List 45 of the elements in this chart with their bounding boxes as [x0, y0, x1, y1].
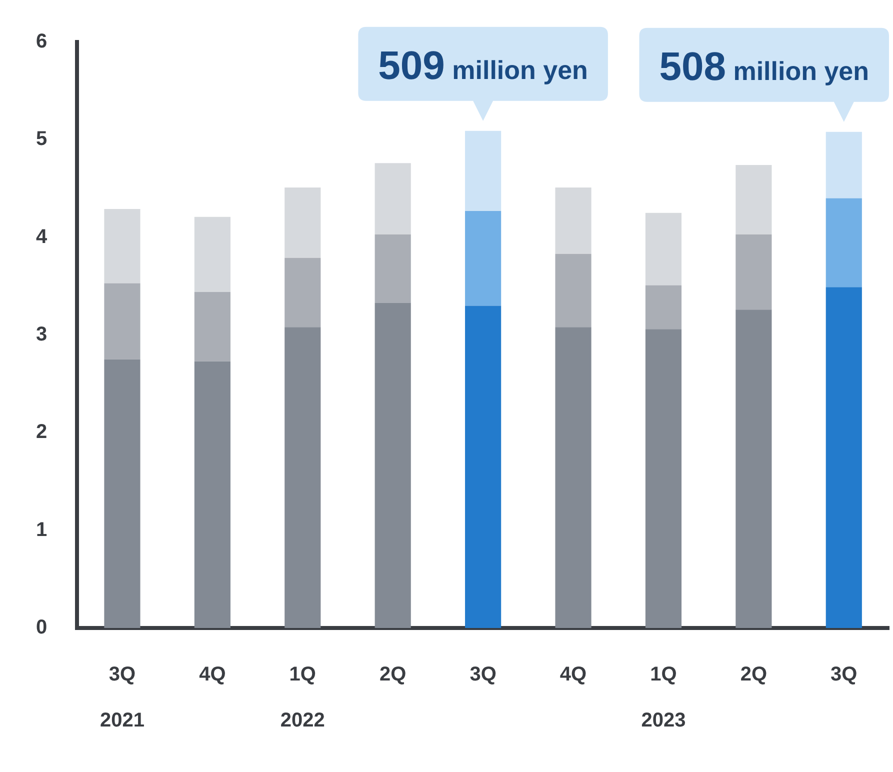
y-tick-label: 6: [36, 30, 48, 53]
bar: [104, 359, 140, 628]
bar: [374, 234, 411, 303]
category-label: 1Q 2022: [280, 664, 325, 732]
bar: [374, 302, 411, 628]
bar: [826, 132, 862, 198]
bar: [555, 327, 592, 628]
bar: [194, 361, 230, 628]
y-tick-label: 3: [36, 324, 48, 346]
y-tick-label: 5: [36, 128, 48, 150]
bar: [104, 209, 140, 284]
y-tick-label: 1: [36, 518, 48, 541]
y-tick-label: 4: [36, 226, 48, 248]
bar: [284, 327, 321, 628]
x-tick-label: 3Q: [470, 664, 496, 686]
category-label: 1Q 2023: [641, 664, 686, 732]
annotation: 508 million yen: [659, 44, 870, 89]
x-tick-label: 3Q: [830, 664, 858, 686]
y-tick-label: 2: [36, 421, 48, 444]
bar: [826, 198, 862, 288]
bar: [826, 287, 862, 628]
bar: [736, 165, 772, 234]
x-tick-label: 2Q: [740, 664, 768, 686]
category-label: 3Q 2021: [100, 664, 144, 732]
x-tick-label: 4Q: [199, 664, 226, 686]
bar: [555, 188, 592, 254]
bar: [555, 254, 592, 328]
bar: [284, 188, 321, 258]
bar: [194, 216, 230, 292]
bar: [104, 283, 140, 360]
bar: [736, 310, 772, 628]
bar: [645, 285, 682, 330]
bar: [284, 258, 321, 328]
bar: [374, 163, 411, 234]
x-tick-label: 4Q: [560, 664, 587, 686]
bar: [736, 234, 772, 310]
bar: [465, 306, 502, 628]
bar: [465, 210, 502, 306]
annotation: 509 million yen: [378, 44, 588, 88]
bar: [645, 212, 682, 286]
x-tick-label: 2Q: [380, 664, 406, 686]
y-tick-label: 0: [36, 616, 48, 639]
bar: [465, 130, 502, 211]
bar: [194, 292, 230, 362]
bar: [645, 329, 682, 628]
